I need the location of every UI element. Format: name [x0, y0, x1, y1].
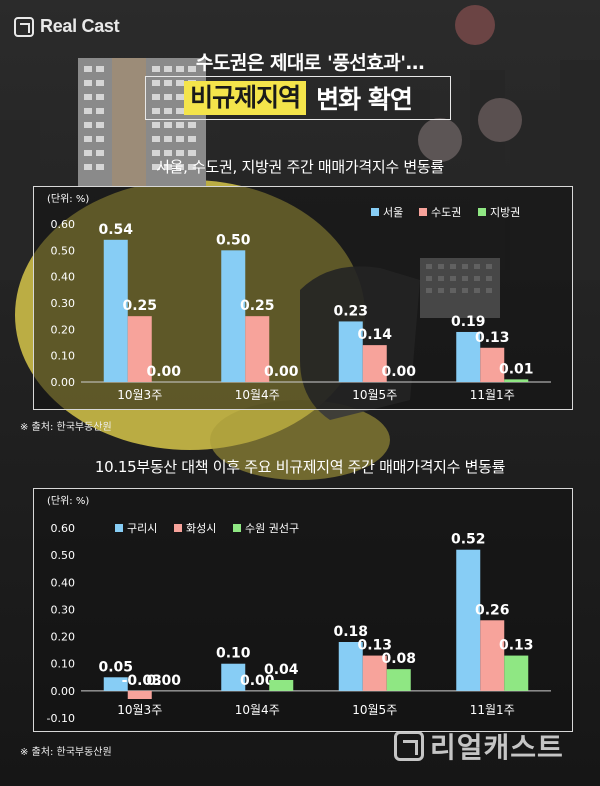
legend-label: 구리시 — [127, 522, 157, 535]
data-label: 0.13 — [499, 638, 534, 654]
category-label: 10월5주 — [352, 703, 397, 717]
y-tick-label: 0.40 — [51, 576, 76, 589]
y-tick-label: 0.50 — [51, 549, 76, 562]
y-tick-label: 0.30 — [51, 297, 76, 310]
legend-label: 지방권 — [490, 206, 520, 219]
category-label: 11월1주 — [470, 388, 515, 402]
data-label: 0.14 — [357, 327, 392, 343]
data-label: 0.13 — [475, 330, 510, 346]
category-label: 10월3주 — [117, 388, 162, 402]
y-tick-label: -0.10 — [47, 712, 75, 725]
bar-1 — [338, 642, 363, 691]
legend-label: 수도권 — [431, 206, 461, 219]
bar-2 — [480, 347, 505, 382]
bar-3 — [504, 655, 529, 691]
data-label: 0.10 — [216, 646, 251, 662]
data-label: 0.26 — [475, 602, 510, 618]
brand-watermark: 리얼캐스트 — [394, 726, 564, 766]
data-label: 0.00 — [146, 673, 181, 689]
unit-label: (단위: %) — [47, 494, 89, 507]
category-label: 10월3주 — [117, 703, 162, 717]
data-label: 0.19 — [451, 314, 486, 330]
legend-label: 화성시 — [186, 522, 216, 535]
chart2-title: 10.15부동산 대책 이후 주요 비규제지역 주간 매매가격지수 변동률 — [94, 458, 506, 476]
bar-1 — [221, 250, 246, 382]
title-highlight: 비규제지역 — [184, 81, 307, 115]
data-label: 0.00 — [146, 364, 181, 380]
legend-label: 수원 권선구 — [245, 522, 299, 535]
data-label: 0.13 — [357, 638, 392, 654]
bar-2 — [480, 620, 505, 691]
data-label: 0.05 — [98, 659, 133, 675]
y-tick-label: 0.00 — [51, 685, 76, 698]
data-label: 0.25 — [240, 298, 275, 314]
legend-swatch — [233, 524, 241, 532]
category-label: 10월4주 — [235, 703, 280, 717]
legend-swatch — [115, 524, 123, 532]
bar-2 — [362, 655, 387, 691]
bar-2 — [127, 316, 152, 382]
chart2-source: ※ 출처: 한국부동산원 — [20, 747, 112, 758]
y-tick-label: 0.00 — [51, 376, 76, 389]
data-label: 0.54 — [98, 222, 133, 238]
data-label: 0.50 — [216, 232, 251, 248]
brand-logo: Real Cast — [14, 16, 120, 37]
legend-swatch — [478, 208, 486, 216]
headline-title: 비규제지역 변화 확연 — [145, 76, 451, 120]
category-label: 11월1주 — [470, 703, 515, 717]
data-label: 0.52 — [451, 532, 486, 548]
y-tick-label: 0.40 — [51, 271, 76, 284]
bar-3 — [386, 669, 411, 691]
bar-1 — [338, 321, 363, 382]
y-tick-label: 0.30 — [51, 603, 76, 616]
y-tick-label: 0.10 — [51, 350, 76, 363]
realcast-logo-icon — [14, 16, 34, 37]
chart1-source: ※ 출처: 한국부동산원 — [20, 422, 112, 433]
headline-subtitle: 수도권은 제대로 '풍선효과'… — [195, 52, 425, 74]
data-label: 0.00 — [240, 673, 275, 689]
unit-label: (단위: %) — [47, 192, 89, 205]
y-tick-label: 0.60 — [51, 522, 76, 535]
data-label: 0.18 — [333, 624, 368, 640]
data-label: -0.03 — [122, 673, 162, 689]
apartment-building-icon — [78, 58, 206, 186]
category-label: 10월4주 — [235, 388, 280, 402]
bar-3 — [269, 680, 294, 691]
data-label: 0.00 — [264, 364, 299, 380]
bar-1 — [456, 331, 481, 382]
y-tick-label: 0.10 — [51, 658, 76, 671]
data-label: 0.25 — [122, 298, 157, 314]
brand-logo-text: Real Cast — [40, 16, 120, 36]
data-label: 0.01 — [499, 361, 534, 377]
category-label: 10월5주 — [352, 388, 397, 402]
y-tick-label: 0.60 — [51, 218, 76, 231]
data-label: 0.00 — [381, 364, 416, 380]
watermark-text: 리얼캐스트 — [430, 731, 564, 764]
legend-label: 서울 — [383, 206, 403, 219]
bar-1 — [103, 677, 128, 691]
chart1-title: 서울, 수도권, 지방권 주간 매매가격지수 변동률 — [156, 158, 444, 176]
data-label: 0.08 — [381, 651, 416, 667]
bar-1 — [456, 549, 481, 691]
legend-swatch — [371, 208, 379, 216]
realcast-watermark-icon — [394, 731, 424, 761]
title-rest: 변화 확연 — [316, 85, 413, 114]
y-tick-label: 0.20 — [51, 631, 76, 644]
data-label: 0.04 — [264, 662, 299, 678]
bar-2 — [362, 345, 387, 382]
bar-1 — [221, 663, 246, 691]
bar-3 — [504, 379, 529, 382]
data-label: 0.23 — [333, 303, 368, 319]
small-balloon-icon — [478, 98, 522, 142]
y-tick-label: 0.50 — [51, 244, 76, 257]
legend-swatch — [174, 524, 182, 532]
legend-swatch — [419, 208, 427, 216]
bar-1 — [103, 239, 128, 382]
bar-2 — [245, 316, 270, 382]
chart1: (단위: %) 0.00 0.10 0.20 0.30 0.40 0.50 0.60 0.54 0… — [33, 186, 573, 410]
y-tick-label: 0.20 — [51, 323, 76, 336]
chart2: (단위: %) -0.10 0.00 0.10 0.20 0.30 0.40 0.50 0.60… — [33, 488, 573, 732]
bar-2 — [127, 690, 152, 699]
